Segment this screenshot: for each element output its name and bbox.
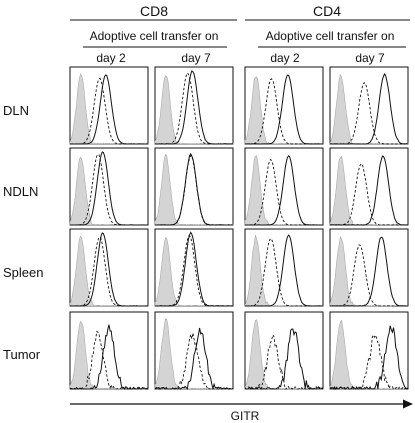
solid-histogram <box>70 74 148 145</box>
day-label-cd4-day7: day 7 <box>355 51 385 65</box>
histogram-panel <box>329 311 409 391</box>
day-label-cd4-day2: day 2 <box>270 51 300 65</box>
isotype-histogram <box>329 235 409 307</box>
dashed-histogram <box>154 235 233 307</box>
histogram-panel <box>154 147 234 226</box>
x-axis-arrowhead <box>403 399 413 409</box>
subheader-cd8: Adoptive cell transfer on <box>90 29 219 43</box>
histogram-panel <box>244 147 324 226</box>
histogram-panel <box>154 311 234 391</box>
group-label-cd4: CD4 <box>313 3 341 19</box>
solid-histogram <box>155 231 233 307</box>
histogram-panel <box>244 311 324 390</box>
dashed-histogram <box>329 163 408 226</box>
histogram-panel <box>329 228 409 307</box>
dashed-histogram <box>155 332 234 390</box>
histogram-panel <box>244 66 324 145</box>
histogram-panel <box>329 147 409 226</box>
solid-histogram <box>154 152 233 226</box>
solid-histogram <box>70 232 148 307</box>
histogram-panel <box>154 66 234 145</box>
histogram-panel <box>154 228 234 307</box>
solid-histogram <box>70 151 148 226</box>
solid-histogram <box>329 155 408 226</box>
isotype-histogram <box>154 154 234 226</box>
row-label-ndln: NDLN <box>3 184 38 199</box>
histogram-panel <box>69 147 149 226</box>
group-label-cd8: CD8 <box>140 3 168 19</box>
solid-histogram <box>329 236 408 307</box>
solid-histogram <box>245 234 323 307</box>
solid-histogram <box>155 70 234 145</box>
histogram-panel <box>69 66 149 145</box>
day-label-cd8-day2: day 2 <box>96 51 126 65</box>
solid-histogram <box>244 74 323 145</box>
row-label-dln: DLN <box>3 103 29 118</box>
solid-histogram <box>330 325 409 390</box>
solid-histogram <box>69 324 149 390</box>
histogram-panel <box>69 311 149 390</box>
histogram-panel-grid <box>69 66 409 391</box>
solid-histogram <box>244 328 324 390</box>
solid-histogram <box>245 155 323 226</box>
histogram-panel <box>329 66 409 145</box>
solid-histogram <box>329 73 409 145</box>
histogram-panel <box>244 228 324 307</box>
isotype-histogram <box>244 76 324 145</box>
x-axis-label: GITR <box>231 409 260 423</box>
row-label-tumor: Tumor <box>3 347 41 362</box>
histogram-panel <box>69 228 149 307</box>
row-label-spleen: Spleen <box>3 265 43 280</box>
day-label-cd8-day7: day 7 <box>181 51 211 65</box>
solid-histogram <box>154 327 234 391</box>
subheader-cd4: Adoptive cell transfer on <box>266 29 395 43</box>
